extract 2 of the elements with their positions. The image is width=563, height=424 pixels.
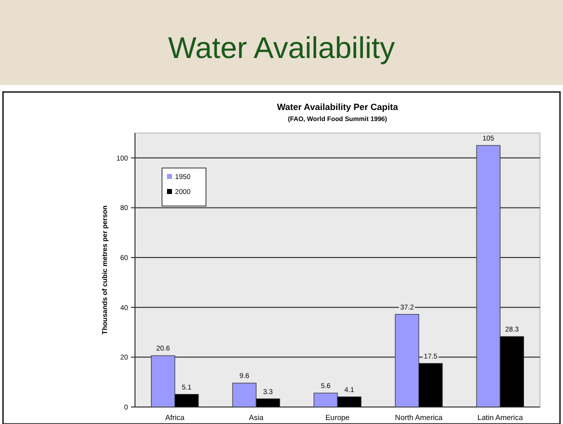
text: Water Availability: [168, 32, 395, 65]
chart-title: Water Availability Per Capita: [276, 102, 400, 112]
